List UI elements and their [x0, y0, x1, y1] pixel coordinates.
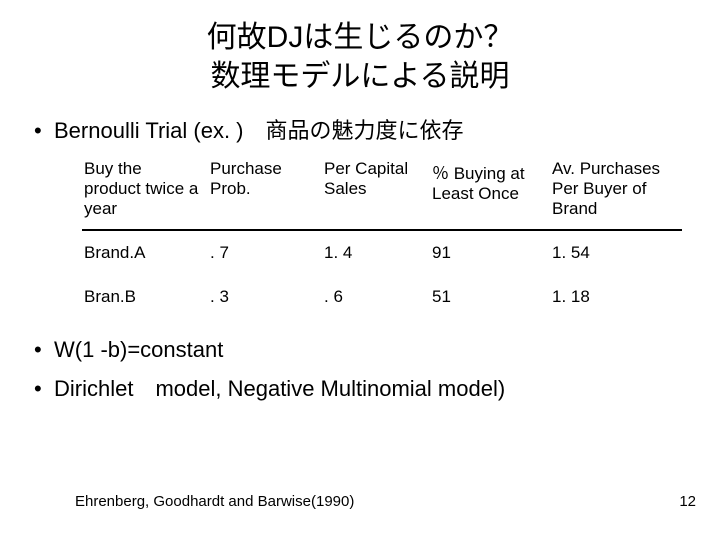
table-cell: 91 [430, 230, 550, 275]
table-cell: . 6 [322, 275, 430, 319]
table-header-cell: Per Capital Sales [322, 157, 430, 230]
table-header-cell: Av. Purchases Per Buyer of Brand [550, 157, 682, 230]
table-row: Brand.A . 7 1. 4 91 1. 54 [82, 230, 682, 275]
table-cell: 1. 54 [550, 230, 682, 275]
bullet-item: Bernoulli Trial (ex. ) 商品の魅力度に依存 [54, 114, 690, 147]
table-cell: 1. 18 [550, 275, 682, 319]
bullet-text: W(1 -b)=constant [54, 337, 223, 362]
bullet-text: Dirichlet model, Negative Multinomial mo… [54, 376, 505, 401]
table-header-cell: ％ Buying at Least Once [430, 157, 550, 230]
table-header-row: Buy the product twice a year Purchase Pr… [82, 157, 682, 230]
table-row: Bran.B . 3 . 6 51 1. 18 [82, 275, 682, 319]
bullet-item: Dirichlet model, Negative Multinomial mo… [54, 372, 690, 405]
title-line-1: 何故DJは生じるのか？ [207, 21, 514, 54]
data-table: Buy the product twice a year Purchase Pr… [82, 157, 682, 319]
table-header-cell: Buy the product twice a year [82, 157, 208, 230]
bullet-list-top: Bernoulli Trial (ex. ) 商品の魅力度に依存 [30, 114, 690, 147]
table-cell: 51 [430, 275, 550, 319]
bullet-item: W(1 -b)=constant [54, 333, 690, 366]
table-cell: Bran.B [82, 275, 208, 319]
bullet-list-bottom: W(1 -b)=constant Dirichlet model, Negati… [30, 333, 690, 405]
table-cell: . 3 [208, 275, 322, 319]
footnote-citation: Ehrenberg, Goodhardt and Barwise(1990) [75, 493, 354, 510]
table-header-cell: Purchase Prob. [208, 157, 322, 230]
slide-title: 何故DJは生じるのか？ 数理モデルによる説明 [30, 18, 690, 96]
table-cell: 1. 4 [322, 230, 430, 275]
table-cell: Brand.A [82, 230, 208, 275]
table-cell: . 7 [208, 230, 322, 275]
bullet-text: Bernoulli Trial (ex. ) 商品の魅力度に依存 [54, 118, 464, 143]
slide: 何故DJは生じるのか？ 数理モデルによる説明 Bernoulli Trial (… [0, 0, 720, 540]
data-table-wrap: Buy the product twice a year Purchase Pr… [82, 157, 682, 319]
title-line-2: 数理モデルによる説明 [210, 60, 509, 93]
page-number: 12 [679, 493, 696, 510]
